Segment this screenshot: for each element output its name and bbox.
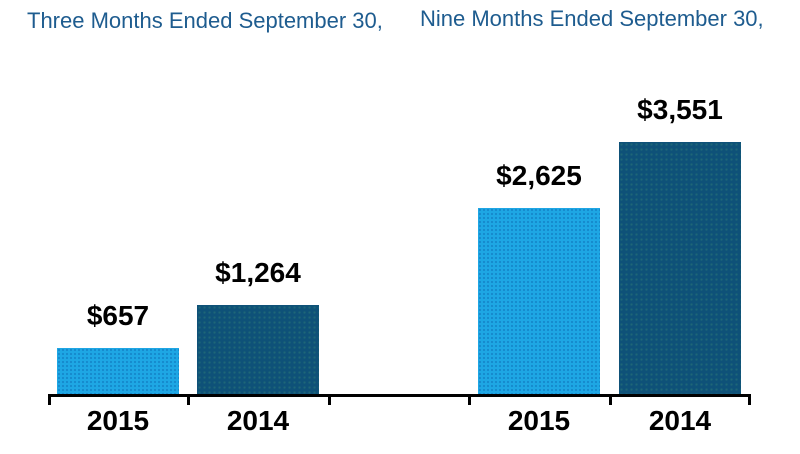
x-axis-tick — [468, 394, 471, 405]
x-axis-label-three-months-2014: 2014 — [226, 405, 290, 436]
bar-slot-q3-2014: $1,264 — [188, 257, 328, 395]
x-axis-label-three-months-2015: 2015 — [86, 405, 150, 436]
x-axis-label-nine-months-2014: 2014 — [648, 405, 712, 436]
x-axis-line — [48, 394, 751, 397]
x-axis-tick — [748, 394, 751, 405]
x-axis-label-nine-months-2015: 2015 — [507, 405, 571, 436]
group-title-three-months: Three Months Ended September 30, — [27, 8, 383, 33]
x-axis-tick — [328, 394, 331, 405]
value-label: $2,625 — [496, 160, 582, 192]
bar-slot-q3-2015: $657 — [48, 300, 188, 395]
bar-nine-months-2014 — [619, 142, 741, 395]
value-label: $3,551 — [637, 94, 723, 126]
bar-slot-nine-2015: $2,625 — [469, 160, 609, 395]
x-axis-tick — [187, 394, 190, 405]
value-label: $657 — [86, 300, 150, 332]
value-label: $1,264 — [215, 257, 301, 289]
bar-nine-months-2015 — [478, 208, 600, 395]
bar-slot-nine-2014: $3,551 — [610, 94, 750, 395]
x-axis-tick — [48, 394, 51, 405]
bar-three-months-2015 — [57, 348, 179, 395]
group-title-nine-months: Nine Months Ended September 30, — [420, 6, 764, 31]
bar-three-months-2014 — [197, 305, 319, 395]
plot-area: $657 $1,264 $2,625 $3,551 — [48, 0, 750, 395]
x-axis-tick — [609, 394, 612, 405]
